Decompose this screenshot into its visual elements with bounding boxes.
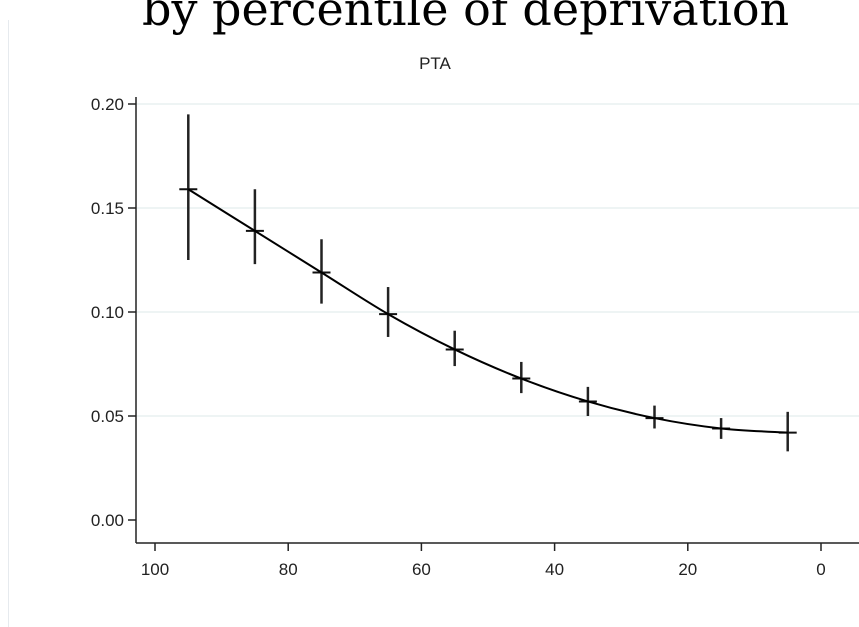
error-bars bbox=[179, 114, 797, 452]
slide-title-text: by percentile of deprivation bbox=[142, 0, 790, 36]
axes bbox=[135, 97, 859, 544]
y-tick-label: 0.10 bbox=[91, 303, 124, 322]
y-tick-label: 0.00 bbox=[91, 511, 124, 530]
x-tick-label: 0 bbox=[816, 560, 825, 579]
y-axis-ticks: 0.00 0.05 0.10 0.15 0.20 bbox=[91, 95, 136, 530]
x-tick-label: 60 bbox=[412, 560, 431, 579]
y-tick-label: 0.20 bbox=[91, 95, 124, 114]
grid-lines bbox=[136, 103, 859, 417]
slide-title: by percentile of deprivation bbox=[0, 0, 859, 44]
x-tick-label: 80 bbox=[279, 560, 298, 579]
x-tick-label: 40 bbox=[545, 560, 564, 579]
x-tick-label: 20 bbox=[678, 560, 697, 579]
chart-panel bbox=[8, 20, 859, 627]
x-axis-ticks: 100 80 60 40 20 0 bbox=[141, 543, 826, 579]
y-tick-label: 0.15 bbox=[91, 199, 124, 218]
chart-title: PTA bbox=[419, 54, 451, 73]
x-tick-label: 100 bbox=[141, 560, 169, 579]
series-lines bbox=[187, 188, 788, 434]
y-tick-label: 0.05 bbox=[91, 407, 124, 426]
series-line bbox=[187, 188, 788, 434]
